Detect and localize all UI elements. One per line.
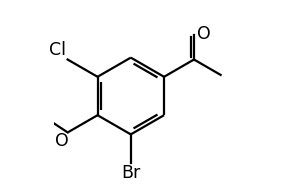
Text: O: O <box>197 25 211 43</box>
Text: O: O <box>55 132 68 151</box>
Text: Br: Br <box>121 164 140 182</box>
Text: Cl: Cl <box>49 41 66 59</box>
